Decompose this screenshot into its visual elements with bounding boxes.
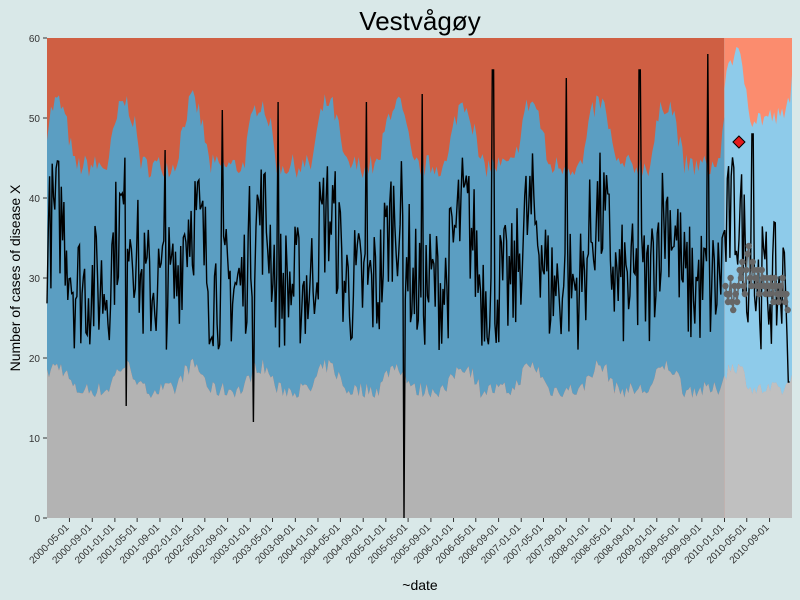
forecast-point	[737, 274, 745, 282]
forecast-point	[775, 298, 782, 306]
region-low-band	[47, 358, 725, 518]
forecast-point	[752, 274, 759, 282]
region-low-band	[724, 363, 792, 518]
forecast-point	[735, 282, 742, 290]
forecast-point	[776, 282, 784, 290]
forecast-point	[745, 242, 752, 250]
chart-title: Vestvågøy	[359, 6, 480, 36]
forecast-point	[726, 290, 733, 298]
forecast-point	[733, 298, 741, 306]
forecast-point	[728, 298, 736, 306]
forecast-point	[783, 290, 790, 298]
forecast-point	[730, 306, 737, 314]
region-normal-band	[47, 90, 725, 398]
forecast-point	[741, 290, 749, 298]
y-tick-label: 50	[29, 114, 41, 125]
forecast-point	[766, 290, 773, 298]
y-tick-label: 20	[29, 354, 41, 365]
forecast-point	[771, 274, 778, 282]
x-axis-label: ~date	[402, 577, 438, 593]
region-normal-band	[724, 46, 792, 396]
forecast-point	[732, 290, 740, 298]
forecast-point	[744, 250, 751, 258]
forecast-point	[779, 274, 786, 282]
forecast-point	[746, 274, 754, 282]
forecast-point	[781, 298, 789, 306]
forecast-point	[748, 282, 755, 290]
forecast-point	[749, 258, 756, 266]
forecast-point	[742, 266, 750, 274]
forecast-point	[722, 282, 729, 290]
alert-marker	[732, 135, 746, 149]
y-axis-label: Number of cases of disease X	[7, 184, 23, 371]
y-tick-label: 40	[29, 194, 41, 205]
forecast-point	[727, 274, 734, 282]
forecast-point	[758, 266, 765, 274]
y-tick-label: 0	[34, 514, 40, 525]
forecast-point	[770, 298, 777, 306]
forecast-point	[784, 306, 791, 314]
y-tick-label: 30	[29, 274, 41, 285]
forecast-point	[755, 290, 763, 298]
forecast-point	[736, 266, 743, 274]
observed-series-line	[46, 53, 790, 519]
y-tick-label: 60	[29, 34, 41, 45]
forecast-point	[739, 258, 746, 266]
y-tick-label: 10	[29, 434, 41, 445]
forecast-point	[740, 282, 747, 290]
plot-area	[46, 38, 792, 519]
